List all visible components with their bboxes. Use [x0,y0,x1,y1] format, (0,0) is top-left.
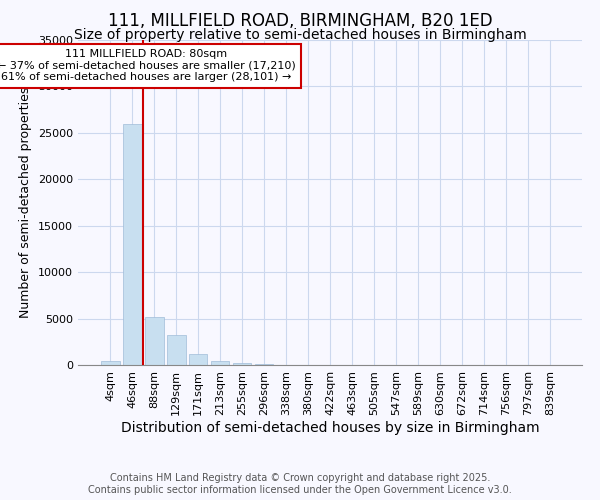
Text: 111 MILLFIELD ROAD: 80sqm
← 37% of semi-detached houses are smaller (17,210)
61%: 111 MILLFIELD ROAD: 80sqm ← 37% of semi-… [0,50,296,82]
Bar [167,336,185,365]
Bar [145,316,164,365]
Text: Contains HM Land Registry data © Crown copyright and database right 2025.
Contai: Contains HM Land Registry data © Crown c… [88,474,512,495]
Y-axis label: Number of semi-detached properties: Number of semi-detached properties [19,87,32,318]
Bar [211,362,229,365]
Bar [189,354,208,365]
Bar [255,364,274,365]
Bar [101,362,119,365]
X-axis label: Distribution of semi-detached houses by size in Birmingham: Distribution of semi-detached houses by … [121,420,539,434]
Bar [123,124,142,365]
Bar [233,363,251,365]
Text: Size of property relative to semi-detached houses in Birmingham: Size of property relative to semi-detach… [74,28,526,42]
Text: 111, MILLFIELD ROAD, BIRMINGHAM, B20 1ED: 111, MILLFIELD ROAD, BIRMINGHAM, B20 1ED [107,12,493,30]
